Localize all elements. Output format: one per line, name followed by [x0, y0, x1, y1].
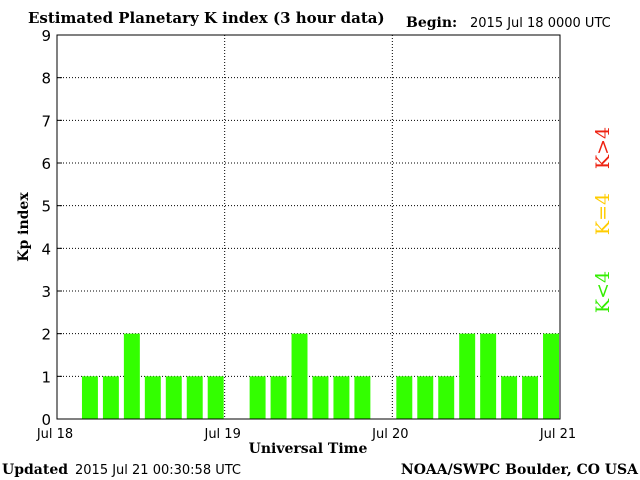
kp-bar	[543, 333, 559, 419]
x-tick-label: Jul 20	[371, 427, 408, 442]
kp-bar	[291, 333, 308, 419]
kp-bar	[522, 376, 539, 419]
plot-frame	[56, 34, 561, 420]
kp-bar	[459, 333, 476, 419]
kp-bar	[438, 376, 455, 419]
begin-label: Begin:	[406, 15, 457, 31]
y-axis-ticks: 0 1 2 3 4 5 6 7 8 9	[41, 27, 62, 429]
kp-bar	[186, 376, 203, 419]
chart-title: Estimated Planetary K index (3 hour data…	[28, 9, 385, 27]
begin-value: 2015 Jul 18 0000 UTC	[470, 16, 611, 31]
y-axis-label: Kp index	[16, 192, 32, 262]
y-tick-label: 8	[41, 70, 51, 88]
legend-k-equal-4: K=4	[592, 193, 614, 235]
y-tick-label: 3	[41, 283, 51, 301]
kp-bar	[165, 376, 182, 419]
kp-bar	[207, 376, 224, 419]
kp-bar	[354, 376, 371, 419]
grid-lines	[57, 35, 560, 419]
x-axis-ticks: Jul 18 Jul 19 Jul 20 Jul 21	[36, 427, 576, 442]
kp-bar	[270, 376, 287, 419]
x-axis-label: Universal Time	[249, 441, 368, 457]
kp-bar	[333, 376, 350, 419]
updated-label: Updated	[2, 462, 68, 478]
legend-k-less-4: K<4	[592, 271, 614, 313]
kp-bar	[417, 376, 434, 419]
y-tick-label: 6	[41, 155, 51, 173]
kp-bar	[480, 333, 497, 419]
y-tick-label: 1	[41, 368, 51, 386]
x-tick-label: Jul 18	[36, 427, 73, 442]
kp-bar	[396, 376, 413, 419]
y-tick-label: 2	[41, 326, 51, 344]
y-tick-label: 5	[41, 198, 51, 216]
kp-bar	[249, 376, 266, 419]
updated-value: 2015 Jul 21 00:30:58 UTC	[75, 463, 241, 478]
y-tick-label: 9	[41, 27, 51, 45]
x-tick-label: Jul 19	[203, 427, 240, 442]
y-tick-label: 7	[41, 112, 51, 130]
kp-bar	[81, 376, 98, 419]
kp-bar	[501, 376, 518, 419]
kp-bar	[144, 376, 161, 419]
kp-bar	[102, 376, 119, 419]
y-tick-label: 4	[41, 240, 51, 258]
bars	[81, 333, 559, 419]
credit-text: NOAA/SWPC Boulder, CO USA	[401, 462, 639, 478]
kp-bar	[312, 376, 329, 419]
x-tick-label: Jul 21	[539, 427, 576, 442]
legend-k-greater-4: K>4	[592, 127, 614, 169]
kp-bar	[123, 333, 140, 419]
y-tick-label: 0	[41, 411, 51, 429]
